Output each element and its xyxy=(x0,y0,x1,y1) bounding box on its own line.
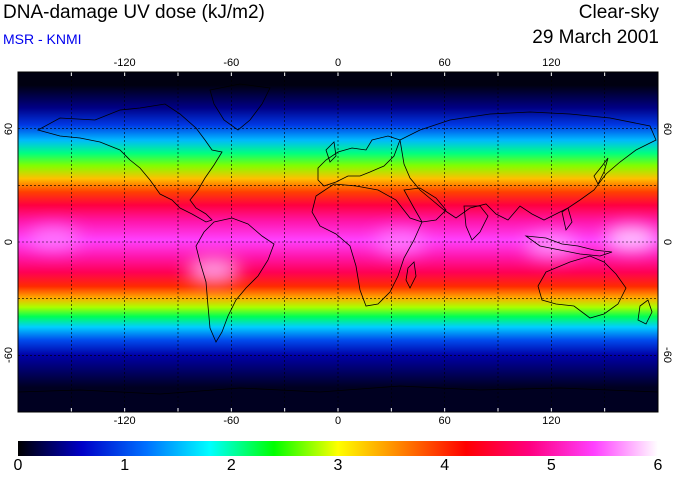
asia-coast xyxy=(399,111,657,221)
south-america-coast xyxy=(195,217,275,343)
lon-label-top: 120 xyxy=(542,57,561,69)
lon-label-bottom: 0 xyxy=(334,415,342,427)
lon-tick-mark xyxy=(284,72,286,76)
coastlines xyxy=(18,83,658,395)
new-zealand-coast xyxy=(637,299,653,325)
colorbar xyxy=(18,441,658,456)
source-label: MSR - KNMI xyxy=(3,31,82,47)
australia-coast xyxy=(537,255,627,319)
lon-tick-mark xyxy=(497,72,499,76)
lon-tick-mark xyxy=(230,72,232,76)
lat-label-right: 0 xyxy=(661,238,673,246)
lon-tick-mark xyxy=(124,72,126,76)
colorbar-label: 5 xyxy=(546,457,556,474)
lon-tick-mark xyxy=(337,408,339,412)
africa-coast xyxy=(311,183,423,307)
uv-hotspot xyxy=(27,226,80,251)
lon-tick-mark xyxy=(444,72,446,76)
lon-tick-mark xyxy=(604,408,606,412)
colorbar-label: 1 xyxy=(120,457,130,474)
lon-tick-mark xyxy=(284,408,286,412)
lat-lon-grid xyxy=(18,72,658,412)
lon-tick-mark xyxy=(497,408,499,412)
lon-tick-mark xyxy=(390,408,392,412)
antarctica-coast xyxy=(18,385,658,395)
lat-label-left: -60 xyxy=(3,347,15,364)
lon-label-bottom: 60 xyxy=(438,415,451,427)
uv-hotspot xyxy=(605,226,658,251)
lon-tick-mark xyxy=(604,72,606,76)
lon-tick-mark xyxy=(337,72,339,76)
colorbar-label: 4 xyxy=(440,457,450,474)
lon-tick-mark xyxy=(230,408,232,412)
lon-tick-mark xyxy=(550,408,552,412)
lon-tick-mark xyxy=(177,408,179,412)
japan-coast xyxy=(593,157,609,185)
lon-label-top: 0 xyxy=(334,57,342,69)
lon-tick-mark xyxy=(70,408,72,412)
uv-hotspot xyxy=(187,258,240,283)
lon-tick-mark xyxy=(390,72,392,76)
lon-tick-mark xyxy=(124,408,126,412)
arabia-coast xyxy=(403,187,447,223)
lon-label-bottom: 120 xyxy=(542,415,561,427)
india-coast xyxy=(463,205,489,241)
philippines-coast xyxy=(561,207,573,231)
madagascar-coast xyxy=(405,261,417,289)
indonesia-coast xyxy=(524,235,613,257)
lon-tick-mark xyxy=(444,408,446,412)
map-title: DNA-damage UV dose (kJ/m2) xyxy=(3,2,265,23)
lat-label-right: -60 xyxy=(661,347,673,364)
lon-label-top: 60 xyxy=(438,57,451,69)
lon-tick-mark xyxy=(177,72,179,76)
lon-label-top: -60 xyxy=(223,57,240,69)
uv-hotspot xyxy=(374,230,427,254)
map-frame xyxy=(17,71,659,413)
lon-tick-mark xyxy=(70,72,72,76)
map-date: 29 March 2001 xyxy=(532,27,659,48)
colorbar-label: 0 xyxy=(13,457,23,474)
lon-tick-mark xyxy=(550,72,552,76)
colorbar-label: 3 xyxy=(333,457,343,474)
sky-condition: Clear-sky xyxy=(578,2,659,23)
lon-label-bottom: -60 xyxy=(223,415,240,427)
lon-label-top: -120 xyxy=(113,57,136,69)
lat-label-left: 60 xyxy=(3,122,15,135)
lat-label-left: 0 xyxy=(3,238,15,246)
greenland-coast xyxy=(209,83,271,131)
colorbar-label: 6 xyxy=(653,457,663,474)
north-america-coast xyxy=(36,103,223,223)
uk-coast xyxy=(325,141,337,163)
lat-label-right: 60 xyxy=(661,122,673,135)
lon-label-bottom: -120 xyxy=(113,415,136,427)
colorbar-label: 2 xyxy=(226,457,236,474)
